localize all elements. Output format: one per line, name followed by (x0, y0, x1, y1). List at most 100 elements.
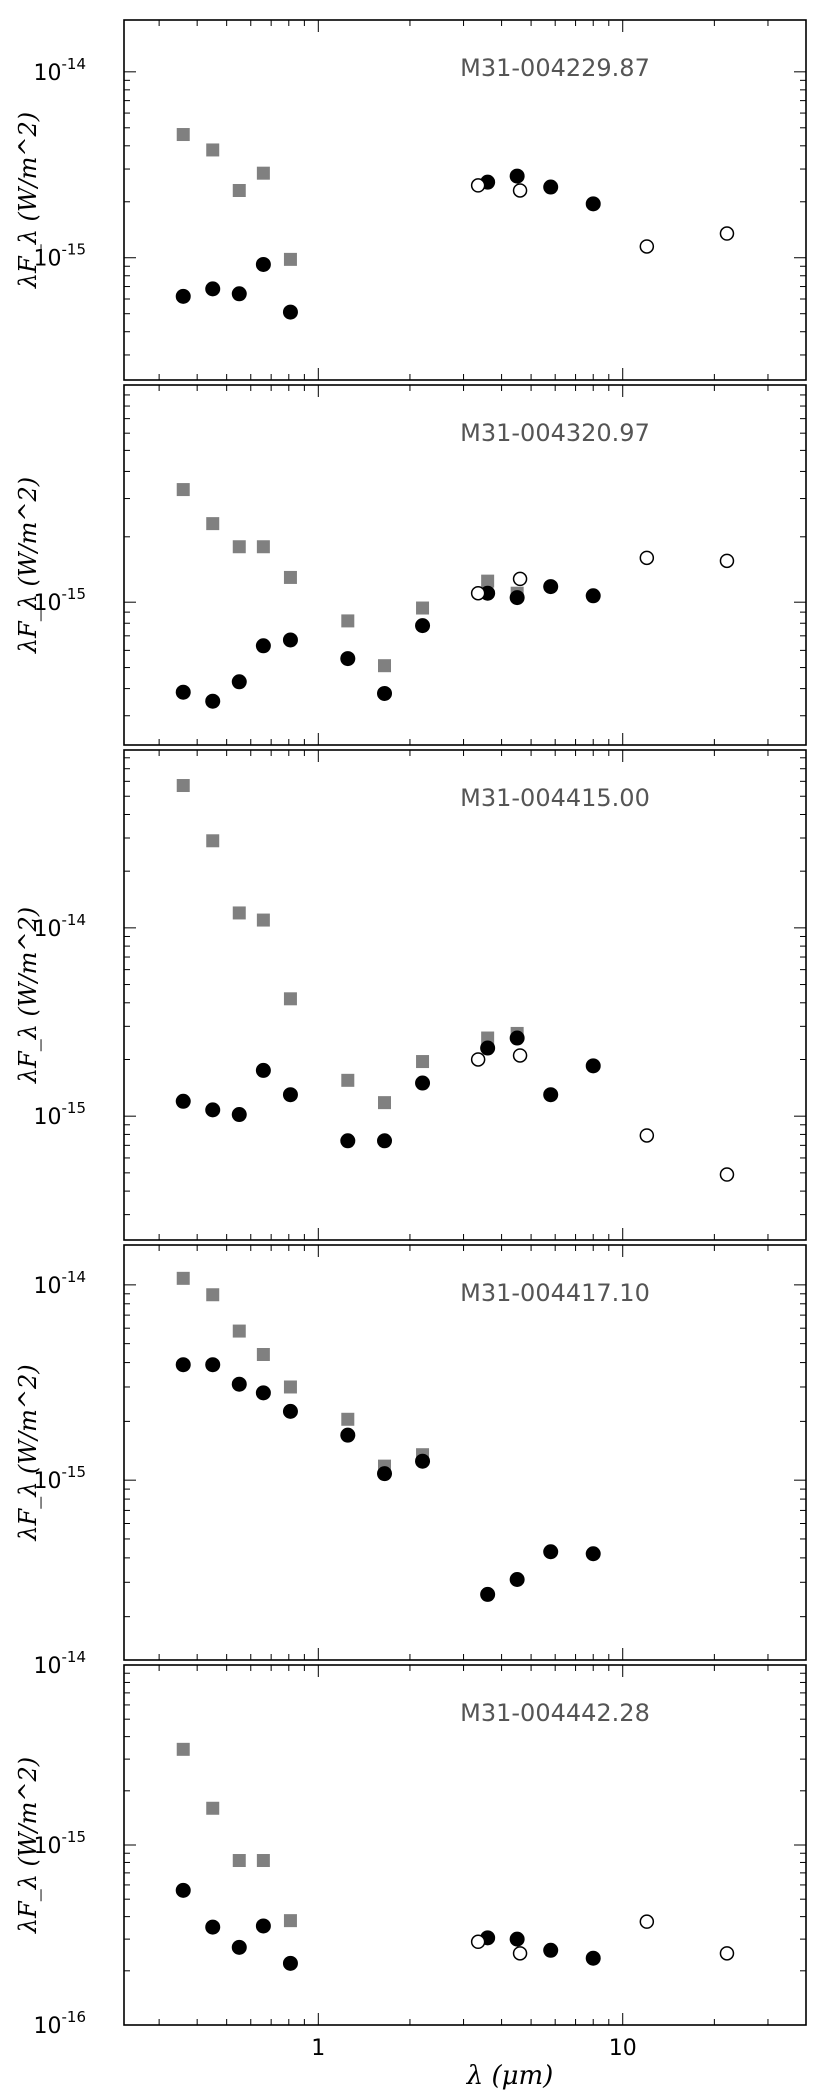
gray-square-point (283, 252, 297, 266)
gray-square-point (481, 574, 495, 588)
black-circle-point (175, 1093, 191, 1109)
y-tick-exponent: -16 (62, 2008, 87, 2026)
gray-square-point (176, 483, 190, 497)
black-circle-point (543, 579, 559, 595)
black-circle-point (175, 1882, 191, 1898)
black-circle-point (377, 1466, 393, 1482)
y-tick-label: 10-16 (34, 2008, 87, 2039)
x-tick-label: 1 (311, 2036, 325, 2061)
open-circle-point (639, 1128, 655, 1143)
open-circle-point (719, 1167, 735, 1182)
black-circle-point (415, 1453, 431, 1469)
y-axis-label: λF_λ (W/m^2) (14, 1364, 42, 1541)
black-circle-point (480, 1586, 496, 1602)
black-circle-point (205, 693, 221, 709)
panel-frame (123, 384, 807, 746)
gray-square-point (378, 659, 392, 673)
gray-square-point (176, 1271, 190, 1285)
open-circle-point (719, 1946, 735, 1961)
y-tick-base: 10 (34, 591, 62, 616)
y-tick-exponent: -14 (62, 911, 87, 929)
gray-square-point (283, 1914, 297, 1928)
panel-3: 10 -14 10-15 λF_λ (W/m^2) M31-004415.00 (14, 749, 807, 1241)
y-tick-exponent: -15 (62, 1463, 87, 1481)
y-tick-exponent: -15 (62, 1828, 87, 1846)
gray-square-point (341, 614, 355, 628)
gray-square-point (176, 128, 190, 142)
y-axis-label: λF_λ (W/m^2) (14, 477, 42, 654)
black-circle-point (231, 674, 247, 690)
black-circle-point (175, 684, 191, 700)
black-circle-point (543, 1544, 559, 1560)
gray-square-point (232, 183, 246, 197)
black-circle-point (340, 1133, 356, 1149)
black-circle-point (585, 196, 601, 212)
y-tick-label: 10-15 (34, 1828, 87, 1859)
gray-square-point (416, 1055, 430, 1069)
panel-title: M31-004417.10 (460, 1279, 650, 1307)
y-tick-exponent: -15 (62, 241, 87, 259)
black-circle-point (205, 1357, 221, 1373)
black-circle-point (231, 1939, 247, 1955)
y-tick-base: 10 (34, 1274, 62, 1299)
y-tick-label: 10-15 (34, 241, 87, 272)
black-circle-point (255, 1918, 271, 1934)
open-circle-point (719, 226, 735, 241)
y-tick-label: 10-14 (34, 1268, 87, 1299)
y-tick-label: 10-15 (34, 1099, 87, 1130)
black-circle-point (255, 1062, 271, 1078)
open-circle-point (512, 1946, 528, 1961)
open-circle-point (470, 1052, 486, 1067)
black-circle-point (509, 1931, 525, 1947)
x-axis-label: λ (μm) (466, 2061, 554, 2091)
black-circle-point (282, 1955, 298, 1971)
open-circle-point (470, 178, 486, 193)
black-circle-point (282, 1403, 298, 1419)
y-axis-label: λF_λ (W/m^2) (14, 1757, 42, 1934)
gray-square-point (232, 906, 246, 920)
gray-square-point (256, 1854, 270, 1868)
gray-square-point (232, 1854, 246, 1868)
black-circle-point (255, 1385, 271, 1401)
panel-frame (123, 1244, 807, 1661)
black-circle-point (480, 1040, 496, 1056)
black-circle-point (282, 304, 298, 320)
black-circle-point (205, 281, 221, 297)
black-circle-point (543, 1942, 559, 1958)
black-circle-point (340, 651, 356, 667)
black-circle-point (377, 685, 393, 701)
y-tick-base: 10 (34, 1105, 62, 1130)
gray-square-point (416, 601, 430, 615)
black-circle-point (340, 1427, 356, 1443)
panel-title: M31-004320.97 (460, 419, 650, 447)
y-tick-base: 10 (34, 61, 62, 86)
panel-title: M31-004415.00 (460, 784, 650, 812)
y-tick-base: 10 (34, 1469, 62, 1494)
black-circle-point (255, 256, 271, 272)
x-tick-label: 10 (609, 2036, 637, 2061)
black-circle-point (231, 286, 247, 302)
y-tick-label: 10-15 (34, 585, 87, 616)
open-circle-point (512, 1048, 528, 1063)
open-circle-point (719, 553, 735, 569)
open-circle-point (470, 1934, 486, 1950)
y-tick-exponent: -15 (62, 1099, 87, 1117)
gray-square-point (481, 1031, 495, 1045)
black-circle-point (377, 1133, 393, 1149)
y-axis-label: λF_λ (W/m^2) (14, 907, 42, 1084)
panel-frame (123, 749, 807, 1241)
black-circle-point (231, 1107, 247, 1123)
gray-square-point (341, 1412, 355, 1426)
black-circle-point (231, 1376, 247, 1392)
black-circle-point (509, 168, 525, 184)
gray-square-point (283, 570, 297, 584)
black-circle-point (543, 179, 559, 195)
gray-square-point (206, 1801, 220, 1815)
gray-square-point (176, 1742, 190, 1756)
gray-square-point (206, 143, 220, 157)
panel-title: M31-004229.87 (460, 54, 650, 82)
y-tick-base: 10 (34, 1834, 62, 1859)
